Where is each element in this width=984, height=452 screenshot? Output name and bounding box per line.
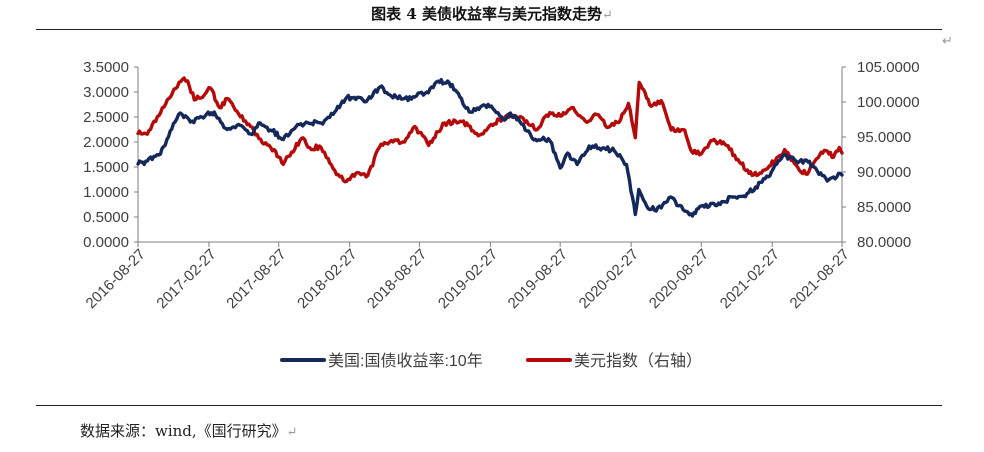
y-left-tick-label: 0.5000 [83,209,129,226]
y-right-tick-label: 100.0000 [857,94,920,111]
top-rule [36,29,942,30]
return-mark-icon: ↵ [601,8,613,23]
y-left-tick-label: 2.0000 [83,134,129,151]
x-tick-label: 2019-08-27 [505,246,571,312]
x-tick-label: 2021-08-27 [787,246,853,312]
x-tick-label: 2020-02-27 [576,246,642,312]
return-mark-icon: ↵ [942,34,953,49]
x-tick-label: 2017-02-27 [153,246,219,312]
y-right-tick-label: 95.0000 [857,129,911,146]
legend-item-us-10y-yield-label: 美国:国债收益率:10年 [328,352,483,370]
y-left-tick-label: 3.5000 [83,59,129,76]
series-line-dollar-index [136,76,844,184]
x-tick-label: 2021-02-27 [717,246,783,312]
y-left-tick-label: 2.5000 [83,109,129,126]
axes: 3.5000 3.0000 2.5000 2.0000 1.5000 1.0000 0.50… [83,59,920,312]
y-right-tick-label: 85.0000 [857,199,911,216]
x-tick-label: 2016-08-27 [83,246,149,312]
x-tick-label: 2019-02-27 [435,246,501,312]
y-right-tick-label: 90.0000 [857,164,911,181]
y-left-tick-label: 0.0000 [83,234,129,251]
y-left-tick-label: 3.0000 [83,84,129,101]
y-right-tick-label: 80.0000 [857,234,911,251]
y-left-tick-label: 1.0000 [83,184,129,201]
x-tick-label: 2018-02-27 [294,246,360,312]
series-line-us-10y-yield [136,77,844,218]
source-note: 数据来源：wind,《国行研究》↵ [80,420,298,441]
chart-title-text: 图表 4 美债收益率与美元指数走势 [371,5,602,23]
legend: 美国:国债收益率:10年 美元指数（右轴） [280,352,702,370]
x-tick-label: 2018-08-27 [364,246,430,312]
chart-title: 图表 4 美债收益率与美元指数走势↵ [0,3,984,24]
x-tick-label: 2020-08-27 [646,246,712,312]
y-right-tick-label: 105.0000 [857,59,920,76]
bottom-rule [36,405,942,406]
source-text: 数据来源：wind,《国行研究》 [80,422,287,440]
series-layer [136,76,844,218]
line-chart: 3.5000 3.0000 2.5000 2.0000 1.5000 1.0000 0.50… [83,59,920,370]
y-left-tick-label: 1.5000 [83,159,129,176]
x-tick-label: 2017-08-27 [223,246,289,312]
return-mark-icon: ↵ [286,425,298,440]
legend-item-dollar-index-label: 美元指数（右轴） [574,352,702,370]
